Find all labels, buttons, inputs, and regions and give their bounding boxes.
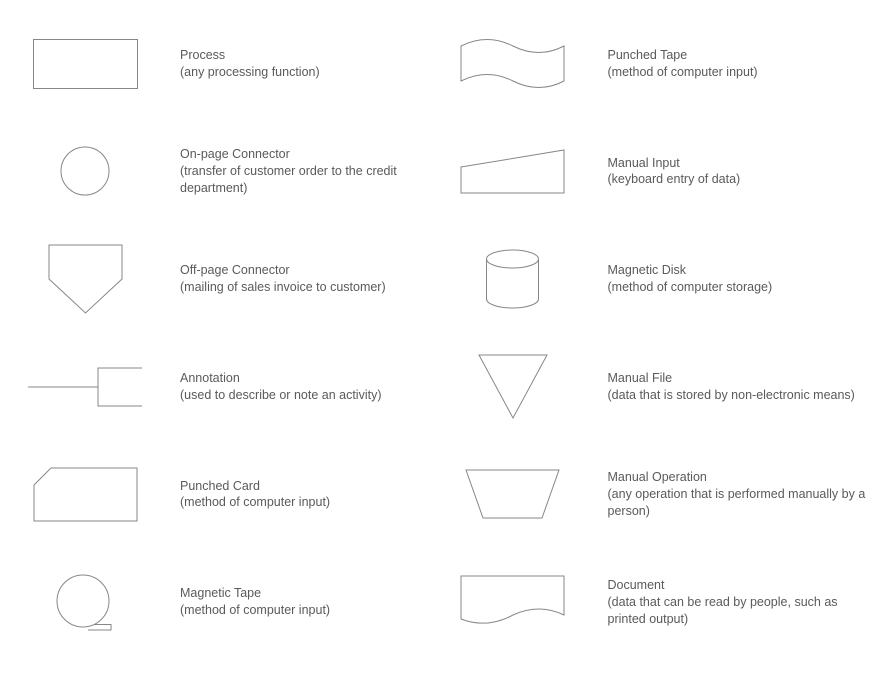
legend-cell-punched-card: Punched Card (method of computer input) — [20, 441, 448, 549]
legend-text: Annotation (used to describe or note an … — [180, 370, 382, 404]
symbol-title: Manual Operation — [608, 469, 876, 486]
symbol-desc: (data that is stored by non-electronic m… — [608, 387, 855, 404]
symbol-desc: (keyboard entry of data) — [608, 171, 741, 188]
legend-text: Off-page Connector (mailing of sales inv… — [180, 262, 386, 296]
legend-cell-manual-file: Manual File (data that is stored by non-… — [448, 333, 876, 441]
symbol-desc: (used to describe or note an activity) — [180, 387, 382, 404]
on-page-connector-icon — [20, 146, 150, 196]
symbol-title: Punched Tape — [608, 47, 758, 64]
manual-file-icon — [448, 354, 578, 419]
symbol-desc: (method of computer storage) — [608, 279, 773, 296]
symbol-title: Process — [180, 47, 320, 64]
symbol-title: Manual Input — [608, 155, 741, 172]
legend-cell-punched-tape: Punched Tape (method of computer input) — [448, 10, 876, 118]
symbol-title: Magnetic Disk — [608, 262, 773, 279]
magnetic-tape-icon — [20, 573, 150, 631]
legend-cell-manual-operation: Manual Operation (any operation that is … — [448, 441, 876, 549]
legend-cell-magnetic-tape: Magnetic Tape (method of computer input) — [20, 548, 448, 656]
legend-text: Punched Card (method of computer input) — [180, 478, 330, 512]
magnetic-disk-icon — [448, 249, 578, 309]
off-page-connector-icon — [20, 244, 150, 314]
legend-text: Magnetic Tape (method of computer input) — [180, 585, 330, 619]
legend-text: Process (any processing function) — [180, 47, 320, 81]
symbol-desc: (method of computer input) — [180, 494, 330, 511]
symbol-legend-grid: Process (any processing function) Punche… — [0, 0, 895, 676]
legend-cell-document: Document (data that can be read by peopl… — [448, 548, 876, 656]
legend-text: On-page Connector (transfer of customer … — [180, 146, 448, 197]
symbol-title: Document — [608, 577, 876, 594]
punched-card-icon — [20, 467, 150, 522]
legend-text: Manual Input (keyboard entry of data) — [608, 155, 741, 189]
manual-operation-icon — [448, 469, 578, 519]
symbol-desc: (data that can be read by people, such a… — [608, 594, 876, 628]
legend-text: Document (data that can be read by peopl… — [608, 577, 876, 628]
document-icon — [448, 575, 578, 630]
symbol-title: On-page Connector — [180, 146, 448, 163]
legend-cell-off-page-connector: Off-page Connector (mailing of sales inv… — [20, 225, 448, 333]
legend-text: Manual File (data that is stored by non-… — [608, 370, 855, 404]
symbol-title: Off-page Connector — [180, 262, 386, 279]
legend-cell-annotation: Annotation (used to describe or note an … — [20, 333, 448, 441]
symbol-title: Manual File — [608, 370, 855, 387]
legend-text: Magnetic Disk (method of computer storag… — [608, 262, 773, 296]
symbol-title: Punched Card — [180, 478, 330, 495]
legend-text: Manual Operation (any operation that is … — [608, 469, 876, 520]
symbol-desc: (method of computer input) — [608, 64, 758, 81]
process-icon — [20, 39, 150, 89]
punched-tape-icon — [448, 36, 578, 91]
legend-cell-magnetic-disk: Magnetic Disk (method of computer storag… — [448, 225, 876, 333]
symbol-title: Magnetic Tape — [180, 585, 330, 602]
annotation-icon — [20, 367, 150, 407]
legend-cell-manual-input: Manual Input (keyboard entry of data) — [448, 118, 876, 226]
symbol-desc: (method of computer input) — [180, 602, 330, 619]
legend-text: Punched Tape (method of computer input) — [608, 47, 758, 81]
legend-cell-on-page-connector: On-page Connector (transfer of customer … — [20, 118, 448, 226]
symbol-title: Annotation — [180, 370, 382, 387]
symbol-desc: (any operation that is performed manuall… — [608, 486, 876, 520]
legend-cell-process: Process (any processing function) — [20, 10, 448, 118]
symbol-desc: (mailing of sales invoice to customer) — [180, 279, 386, 296]
symbol-desc: (any processing function) — [180, 64, 320, 81]
manual-input-icon — [448, 149, 578, 194]
symbol-desc: (transfer of customer order to the credi… — [180, 163, 448, 197]
